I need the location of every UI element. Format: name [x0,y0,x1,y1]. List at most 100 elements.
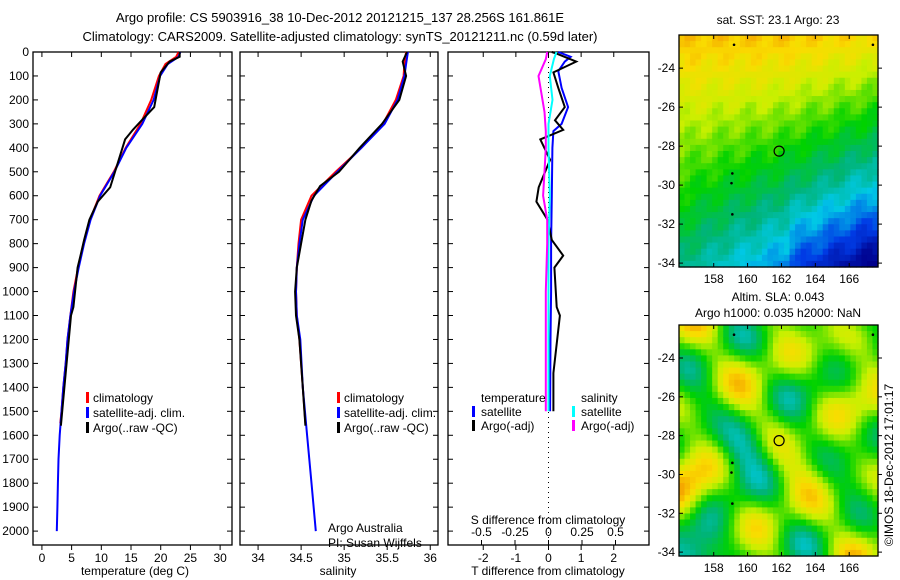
map-cell [772,476,780,484]
map-cell [679,458,686,466]
map-cell [745,120,752,128]
map-cell [833,187,840,195]
map-cell [701,236,708,244]
map-cell [695,126,702,134]
map-cell [679,422,686,429]
map-cell [833,236,840,244]
map-cell [701,476,708,484]
map-cell [701,35,708,42]
map-cell [817,83,824,91]
map-cell [866,41,874,48]
map-cell [789,205,796,213]
map-cell [828,65,835,73]
map-cell [767,71,774,79]
map-cell [844,181,851,189]
map-cell [690,132,697,140]
legend-label: satellite-adj. clim. [344,406,436,420]
argo-float-location-marker [773,145,785,157]
map-cell [712,452,719,460]
map-cell [706,434,713,442]
map-cell [728,367,735,375]
map-cell [717,537,724,545]
map-cell [778,355,785,363]
map-cell [761,428,769,436]
map-cell [789,397,796,405]
map-cell [772,422,780,429]
map-cell [706,361,713,369]
map-cell [739,212,746,219]
map-cell [800,379,807,387]
map-cell [811,132,818,140]
map-cell [728,422,735,429]
map-cell [734,440,741,448]
map-cell [750,157,757,164]
map-cell [690,120,697,128]
map-cell [833,501,840,508]
map-cell [800,367,807,375]
map-cell [706,446,713,454]
map-cell [784,230,791,238]
map-cell [734,373,741,381]
map-cell [756,404,763,411]
map-cell [789,452,796,460]
map-cell [701,65,708,73]
map-cell [822,254,829,262]
annotation-argo-australia: Argo Australia [328,521,403,535]
map-cell [839,458,846,466]
map-cell [795,452,802,460]
map-cell [844,507,851,515]
map-cell [684,416,691,423]
map-cell [828,440,835,448]
map-cell [800,236,807,244]
map-cell [723,59,730,67]
map-cell [690,507,697,515]
map-cell [778,476,785,484]
map-cell [728,53,735,61]
map-cell [734,144,741,152]
map-cell [833,120,840,128]
x-tick-label: 35 [337,551,351,565]
map-cell [811,169,818,177]
x-tick-label: 35.5 [376,551,400,565]
map-cell [844,434,851,442]
map-cell [739,495,746,502]
map-cell [866,452,874,460]
map-cell [844,422,851,429]
map-cell [855,181,863,189]
map-cell [800,416,807,423]
map-cell [866,525,874,533]
imos-timestamp: ©IMOS 18-Dec-2012 17:01:17 [882,384,896,547]
map-cell [795,391,802,399]
map-cell [822,157,829,164]
map-cell [795,47,802,54]
map-cell [811,187,818,195]
map-cell [679,89,686,97]
map-cell [717,361,724,369]
map-cell [844,470,851,478]
map-cell [828,452,835,460]
map-cell [778,169,785,177]
map-cell [872,77,879,85]
map-cell [855,537,863,545]
map-cell [684,132,691,140]
map-cell [701,501,708,508]
map-cell [861,83,868,91]
map-cell [756,367,763,375]
map-cell [728,126,735,134]
map-cell [844,452,851,460]
map-cell [767,446,774,454]
map-cell [739,531,746,539]
map-cell [789,391,796,399]
map-cell [833,132,840,140]
map-cell [855,205,863,213]
map-cell [684,242,691,250]
map-cell [750,59,757,67]
map-cell [717,224,724,231]
map-cell [695,89,702,97]
map-cell [866,254,874,262]
map-cell [872,102,879,109]
map-cell [844,367,851,375]
map-cell [800,108,807,115]
map-cell [734,416,741,423]
map-cell [822,96,829,103]
